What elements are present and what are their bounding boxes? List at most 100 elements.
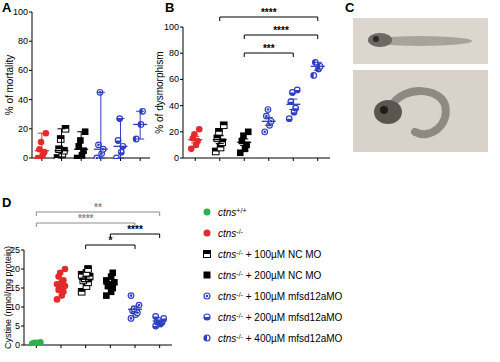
error-bar-cap (106, 281, 114, 282)
error-bar-cap (38, 133, 46, 134)
error-bar-stem (140, 111, 141, 139)
y-tick (21, 345, 24, 346)
data-point (245, 129, 252, 136)
y-tick (21, 269, 24, 270)
y-tick (180, 158, 183, 159)
marker-shape (85, 266, 92, 273)
marker-shape (265, 107, 271, 113)
error-bar-center (94, 149, 108, 150)
error-bar-cap (58, 158, 66, 159)
error-bar-center (133, 124, 147, 125)
figure: A% of mortality020406080100B% of dysmorp… (0, 0, 500, 362)
panel-label: A (2, 0, 12, 15)
marker-shape (220, 122, 227, 129)
significance-bracket (36, 212, 159, 216)
y-tick (29, 41, 32, 42)
error-bar-cap (216, 143, 224, 144)
marker-fill (291, 112, 297, 115)
legend-marker (204, 293, 210, 299)
significance-label: **** (78, 213, 94, 224)
y-tick (180, 105, 183, 106)
error-bar (74, 132, 88, 158)
error-bar (54, 282, 68, 287)
error-bar-cap (117, 118, 125, 119)
error-bar-stem (120, 119, 121, 158)
x-tick (244, 158, 245, 161)
error-bar-cap (77, 131, 85, 132)
x-tick (110, 345, 111, 348)
marker-fill (97, 144, 100, 147)
y-tick (180, 79, 183, 80)
significance-bracket (110, 234, 159, 238)
y-tick (180, 131, 183, 132)
marker-shape (204, 272, 211, 279)
y-tick (29, 12, 32, 13)
error-bar-cap (240, 145, 248, 146)
y-tick-label: 80 (18, 36, 28, 46)
y-tick-label: 100 (13, 7, 28, 17)
marker-fill (153, 317, 159, 320)
y-tick-label: 60 (169, 74, 179, 84)
larva-eye (380, 106, 388, 114)
data-point (85, 266, 92, 273)
marks (29, 266, 167, 346)
error-bar-cap (58, 128, 66, 129)
marks (188, 60, 325, 156)
y-tick (21, 326, 24, 327)
error-bar-cap (117, 158, 125, 159)
error-bar-cap (289, 109, 297, 110)
data-point (153, 314, 159, 320)
error-bar (237, 139, 251, 146)
error-bar-center (54, 284, 68, 285)
significance-bracket (36, 223, 135, 227)
error-bar-stem (41, 133, 42, 158)
y-tick-label: 25 (10, 245, 20, 255)
error-bar-cap (136, 139, 144, 140)
x-axis (32, 158, 150, 159)
error-bar-cap (131, 306, 139, 307)
error-bar-cap (240, 139, 248, 140)
error-bar-cap (82, 276, 90, 277)
marker-shape (286, 116, 292, 122)
data-point (196, 126, 203, 133)
y-axis (32, 12, 33, 158)
y-axis (24, 250, 25, 345)
error-bar-stem (100, 92, 101, 158)
larva-head (374, 100, 402, 124)
data-point (265, 107, 271, 113)
error-bar-center (286, 104, 300, 105)
marker-shape (204, 293, 210, 299)
marker-shape (62, 266, 69, 273)
error-bar (213, 136, 227, 144)
marker-shape (57, 136, 64, 143)
data-point (262, 129, 268, 135)
legend-label: ctns-/- + 100µM NC MO (218, 248, 321, 260)
error-bar (188, 136, 202, 143)
marker-shape (204, 335, 210, 341)
y-tick-label: 0 (174, 153, 179, 163)
significance-bracket (244, 53, 293, 57)
significance-label: * (108, 235, 112, 246)
panel: B% of dysmorphism020406080100*********** (154, 0, 330, 163)
error-bar-center (262, 121, 276, 122)
marker-fill (204, 335, 207, 341)
error-bar-cap (191, 136, 199, 137)
y-axis-label: Cystine (nmol/mg protein) (3, 246, 13, 349)
larva-eye (373, 36, 379, 42)
marker-fill (294, 90, 300, 93)
data-point (136, 302, 142, 308)
error-bar-center (114, 146, 128, 147)
error-bar-cap (289, 99, 297, 100)
data-point (294, 87, 300, 93)
significance-label: **** (127, 224, 143, 235)
data-point (216, 129, 223, 136)
y-tick-label: 20 (18, 124, 28, 134)
panel-c: C (345, 0, 488, 152)
x-tick (293, 158, 294, 161)
error-bar-cap (156, 322, 164, 323)
panel: DCystine (nmol/mg protein)0510152025****… (2, 195, 172, 350)
x-tick (61, 345, 62, 348)
error-bar-cap (265, 117, 273, 118)
x-tick (195, 158, 196, 161)
error-bar-center (153, 320, 167, 321)
